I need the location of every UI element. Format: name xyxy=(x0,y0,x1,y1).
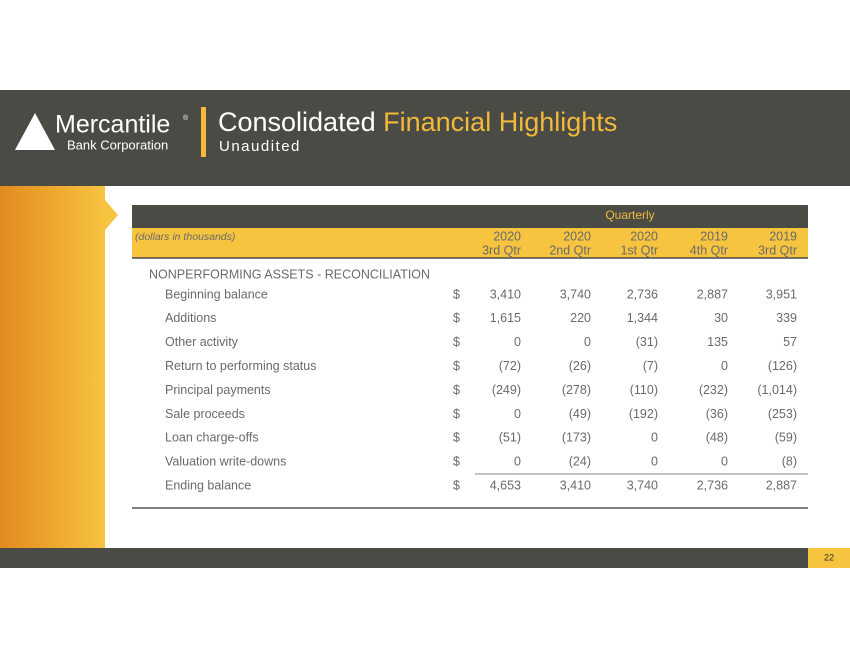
cell-value: (36) xyxy=(706,407,728,421)
currency: $ xyxy=(453,335,460,349)
column-year: 2019 xyxy=(700,229,728,243)
currency: $ xyxy=(453,359,460,373)
cell-value: 2,736 xyxy=(627,287,658,301)
cell-value: 0 xyxy=(721,455,728,469)
cell-value: (72) xyxy=(499,359,521,373)
cell-value: (110) xyxy=(630,383,658,397)
cell-value: (31) xyxy=(636,335,658,349)
title: Consolidated Financial Highlights xyxy=(218,107,617,137)
title-part: Financial Highlights xyxy=(383,107,617,137)
currency: $ xyxy=(453,407,460,421)
cell-value: 57 xyxy=(783,335,797,349)
logo-icon xyxy=(15,113,55,150)
cell-value: 2,887 xyxy=(697,287,728,301)
cell-value: 2,887 xyxy=(766,478,797,492)
cell-value: 0 xyxy=(514,455,521,469)
column-year: 2020 xyxy=(493,229,521,243)
cell-value: 3,951 xyxy=(766,287,797,301)
row-label: Principal payments xyxy=(165,383,271,397)
currency: $ xyxy=(453,455,460,469)
cell-value: 220 xyxy=(570,311,591,325)
cell-value: 0 xyxy=(651,431,658,445)
cell-value: (278) xyxy=(562,383,591,397)
side-panel xyxy=(0,186,105,548)
cell-value: (253) xyxy=(768,407,797,421)
row-label: Ending balance xyxy=(165,478,251,492)
header-band xyxy=(0,90,850,186)
currency: $ xyxy=(453,311,460,325)
logo-mark: ® xyxy=(183,114,189,122)
currency: $ xyxy=(453,383,460,397)
cell-value: (49) xyxy=(569,407,591,421)
currency: $ xyxy=(453,478,460,492)
footer-band xyxy=(0,548,850,568)
cell-value: 0 xyxy=(514,335,521,349)
cell-value: 4,653 xyxy=(490,478,521,492)
section-title: NONPERFORMING ASSETS - RECONCILIATION xyxy=(149,267,430,281)
cell-value: (232) xyxy=(699,383,728,397)
group-header: Quarterly xyxy=(605,208,654,222)
column-year: 2020 xyxy=(563,229,591,243)
cell-value: 1,344 xyxy=(627,311,658,325)
divider xyxy=(201,107,206,157)
row-label: Return to performing status xyxy=(165,359,316,373)
cell-value: 3,740 xyxy=(560,287,591,301)
row-label: Loan charge-offs xyxy=(165,431,259,445)
column-quarter: 1st Qtr xyxy=(620,243,658,257)
cell-value: 2,736 xyxy=(697,478,728,492)
row-label: Valuation write-downs xyxy=(165,455,286,469)
table-group-header xyxy=(132,205,808,228)
cell-value: 1,615 xyxy=(490,311,521,325)
row-label: Sale proceeds xyxy=(165,407,245,421)
cell-value: (8) xyxy=(782,455,797,469)
cell-value: (59) xyxy=(775,431,797,445)
cell-value: (1,014) xyxy=(757,383,797,397)
cell-value: 0 xyxy=(514,407,521,421)
row-label: Other activity xyxy=(165,335,239,349)
column-quarter: 3rd Qtr xyxy=(482,243,521,257)
page-box xyxy=(808,548,850,568)
cell-value: (249) xyxy=(492,383,521,397)
cell-value: 0 xyxy=(651,455,658,469)
cell-value: (26) xyxy=(569,359,591,373)
cell-value: (24) xyxy=(569,455,591,469)
column-quarter: 2nd Qtr xyxy=(549,243,591,257)
column-quarter: 4th Qtr xyxy=(690,243,728,257)
column-quarter: 3rd Qtr xyxy=(758,243,797,257)
cell-value: 3,410 xyxy=(560,478,591,492)
cell-value: (7) xyxy=(643,359,658,373)
logo-sub: Bank Corporation xyxy=(67,137,168,152)
currency: $ xyxy=(453,431,460,445)
cell-value: (48) xyxy=(706,431,728,445)
row-label: Additions xyxy=(165,311,216,325)
cell-value: 3,740 xyxy=(627,478,658,492)
cell-value: 0 xyxy=(584,335,591,349)
cell-value: (173) xyxy=(562,431,591,445)
units: (dollars in thousands) xyxy=(135,231,235,243)
cell-value: 339 xyxy=(776,311,797,325)
cell-value: (192) xyxy=(629,407,658,421)
row-label: Beginning balance xyxy=(165,287,268,301)
cell-value: (51) xyxy=(499,431,521,445)
column-year: 2019 xyxy=(769,229,797,243)
cell-value: 3,410 xyxy=(490,287,521,301)
side-arrow xyxy=(105,200,118,230)
page-number: 22 xyxy=(824,552,834,562)
cell-value: 30 xyxy=(714,311,728,325)
cell-value: (126) xyxy=(768,359,797,373)
subtitle: Unaudited xyxy=(219,138,301,155)
cell-value: 0 xyxy=(721,359,728,373)
cell-value: 135 xyxy=(707,335,728,349)
column-year: 2020 xyxy=(630,229,658,243)
currency: $ xyxy=(453,287,460,301)
logo-name: Mercantile xyxy=(55,111,170,139)
table-header xyxy=(132,228,808,258)
title-part: Consolidated xyxy=(218,107,376,137)
